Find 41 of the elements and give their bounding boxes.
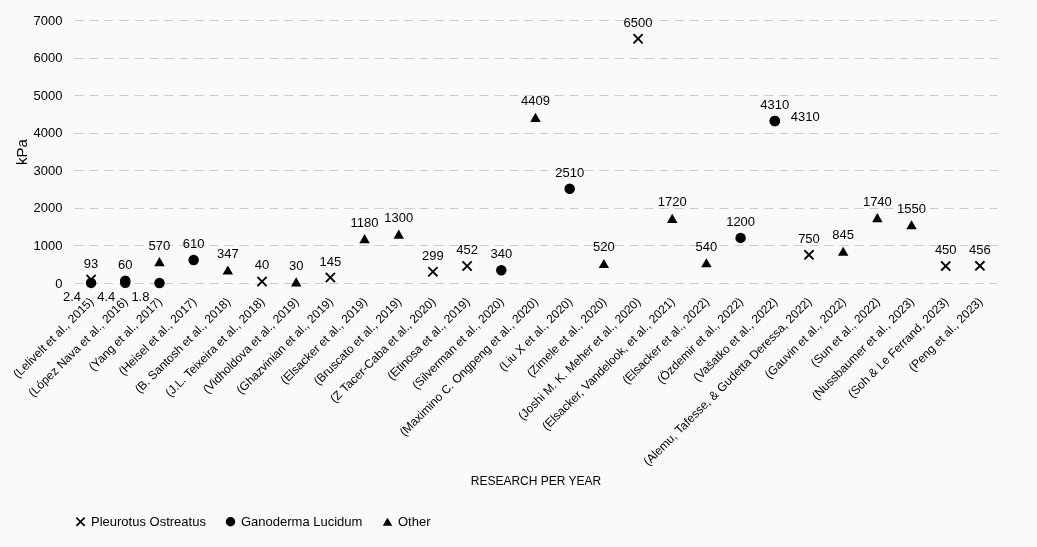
data-label: 750 [798, 230, 820, 246]
data-label: 145 [319, 253, 342, 269]
data-label: 347 [216, 245, 239, 261]
data-label: 845 [832, 227, 855, 243]
data-label: 570 [148, 237, 171, 253]
y-tick-label: 6000 [33, 50, 63, 66]
legend-label: Ganoderma Lucidum [241, 513, 363, 529]
x-axis-title: RESEARCH PER YEAR [470, 473, 602, 488]
data-label: 1720 [657, 194, 687, 210]
data-label: 4409 [521, 93, 550, 109]
data-label: 1200 [726, 213, 756, 229]
legend-label: Other [398, 513, 432, 529]
data-label: 450 [934, 242, 957, 258]
data-label: 1180 [350, 214, 379, 230]
y-axis-title: kPa [12, 138, 30, 165]
data-label: 1740 [862, 193, 892, 209]
data-label: 6500 [623, 14, 653, 30]
data-label: 4310 [760, 97, 790, 113]
y-tick-label: 4000 [33, 125, 63, 141]
data-label: 40 [254, 257, 270, 273]
data-label: 2510 [555, 164, 585, 180]
y-tick-label: 3000 [33, 162, 63, 178]
y-tick-label: 2000 [33, 200, 63, 216]
data-label: 4310 [790, 109, 820, 125]
data-label: 299 [422, 247, 444, 263]
data-label: 610 [182, 236, 205, 252]
data-label: 456 [969, 241, 991, 257]
data-label: 30 [288, 257, 304, 273]
y-tick-label: 5000 [33, 87, 63, 103]
y-tick-label: 7000 [33, 12, 63, 28]
legend-label: Pleurotus Ostreatus [91, 513, 207, 529]
y-tick-label: 1000 [33, 237, 63, 253]
data-label: 93 [83, 255, 99, 271]
data-label: 340 [490, 246, 513, 262]
data-label: 520 [593, 239, 615, 255]
data-label: 452 [456, 242, 478, 258]
data-label: 1550 [897, 200, 926, 216]
data-label: 540 [695, 238, 718, 254]
data-label: 60 [118, 256, 133, 272]
y-tick-label: 0 [55, 275, 63, 291]
data-label: 1300 [384, 210, 414, 226]
